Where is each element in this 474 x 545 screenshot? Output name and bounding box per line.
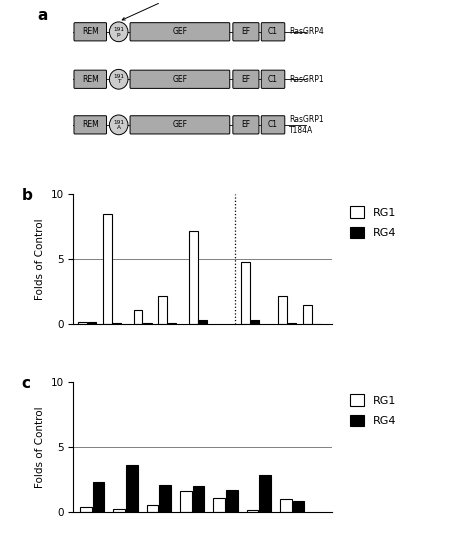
Text: EF: EF: [241, 75, 250, 84]
Bar: [159, 485, 171, 512]
Text: EF: EF: [241, 27, 250, 37]
Text: RasGRP4: RasGRP4: [289, 27, 324, 37]
Text: 191
T: 191 T: [113, 74, 124, 84]
Bar: [247, 510, 258, 512]
Bar: [213, 498, 225, 512]
FancyBboxPatch shape: [74, 23, 107, 41]
FancyBboxPatch shape: [233, 70, 259, 88]
Text: GEF: GEF: [173, 75, 187, 84]
Bar: [189, 231, 198, 324]
Text: REM: REM: [82, 75, 99, 84]
Bar: [180, 492, 192, 512]
Bar: [143, 323, 152, 324]
Bar: [103, 214, 111, 324]
Text: F-Thy: F-Thy: [283, 441, 310, 451]
Y-axis label: Folds of Control: Folds of Control: [35, 219, 45, 300]
Text: GEF: GEF: [173, 120, 187, 129]
Text: C1: C1: [268, 75, 278, 84]
Bar: [198, 320, 207, 324]
Text: b: b: [22, 187, 33, 203]
FancyBboxPatch shape: [233, 23, 259, 41]
Text: a: a: [37, 8, 48, 23]
Text: c: c: [22, 376, 31, 391]
Bar: [292, 501, 304, 512]
Bar: [80, 507, 92, 512]
Bar: [280, 499, 292, 512]
Ellipse shape: [109, 69, 128, 89]
Text: C1: C1: [268, 120, 278, 129]
Bar: [112, 323, 121, 324]
Text: C1: C1: [268, 27, 278, 37]
FancyBboxPatch shape: [130, 70, 230, 88]
FancyBboxPatch shape: [74, 116, 107, 134]
Text: 191
p: 191 p: [113, 27, 124, 37]
FancyBboxPatch shape: [261, 116, 285, 134]
Ellipse shape: [109, 115, 128, 135]
Ellipse shape: [109, 22, 128, 41]
Legend: RG1, RG4: RG1, RG4: [350, 394, 396, 426]
Text: RasGRP1
T184A: RasGRP1 T184A: [289, 115, 324, 135]
FancyBboxPatch shape: [233, 116, 259, 134]
Bar: [226, 490, 237, 512]
Legend: RG1, RG4: RG1, RG4: [350, 206, 396, 238]
Text: Phosphorylation site: Phosphorylation site: [122, 0, 210, 20]
Text: REM: REM: [82, 27, 99, 37]
FancyBboxPatch shape: [261, 70, 285, 88]
Bar: [147, 505, 158, 512]
Text: EF: EF: [241, 120, 250, 129]
Bar: [113, 509, 125, 512]
Bar: [251, 320, 259, 324]
Bar: [134, 310, 142, 324]
FancyBboxPatch shape: [74, 70, 107, 88]
Bar: [303, 305, 311, 324]
Bar: [259, 475, 271, 512]
Bar: [241, 262, 250, 324]
Bar: [278, 295, 287, 324]
Text: Thy: Thy: [241, 441, 260, 451]
Bar: [126, 465, 137, 512]
Bar: [288, 323, 296, 324]
FancyBboxPatch shape: [130, 23, 230, 41]
Text: T-lym/ALL: T-lym/ALL: [119, 441, 169, 451]
Bar: [92, 482, 104, 512]
Text: REM: REM: [82, 120, 99, 129]
FancyBboxPatch shape: [130, 116, 230, 134]
Bar: [158, 295, 167, 324]
Bar: [78, 322, 87, 324]
Bar: [88, 322, 96, 324]
Text: RasGRP1: RasGRP1: [289, 75, 324, 84]
Text: 191
A: 191 A: [113, 120, 124, 130]
Text: GEF: GEF: [173, 27, 187, 37]
Bar: [168, 323, 176, 324]
FancyBboxPatch shape: [261, 23, 285, 41]
Y-axis label: Folds of Control: Folds of Control: [35, 407, 45, 488]
Bar: [192, 486, 204, 512]
